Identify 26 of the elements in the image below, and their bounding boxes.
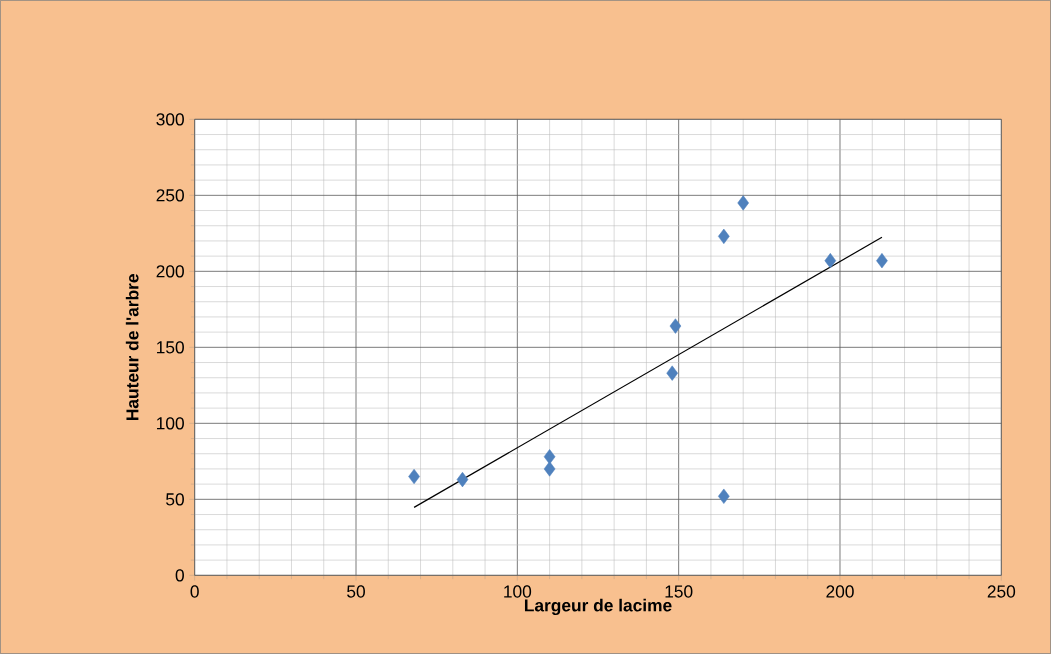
x-tick-label: 100	[504, 585, 532, 598]
x-tick-label: 50	[347, 585, 365, 598]
y-tick-label: 100	[157, 417, 184, 430]
point	[666, 365, 678, 381]
y-tick-label: 300	[156, 113, 184, 126]
y-tick-label: 200	[156, 265, 184, 278]
y-tick-label: 50	[166, 493, 184, 506]
point	[456, 471, 469, 488]
x-tick-label: 200	[826, 585, 854, 598]
point	[408, 468, 420, 485]
y-tick-label: 0	[175, 569, 184, 582]
y-tick-label: 250	[156, 189, 184, 202]
point	[718, 488, 730, 504]
point	[737, 195, 749, 211]
point	[824, 253, 837, 269]
x-tick-label: 150	[665, 585, 693, 598]
x-tick-label: 250	[987, 585, 1016, 598]
x-axis-title: Largeur de lacime	[524, 598, 672, 616]
point	[669, 318, 682, 334]
point	[718, 228, 730, 244]
x-tick-label: 0	[190, 585, 199, 598]
y-axis-title: Hauteur de l'arbre	[125, 274, 139, 420]
point	[543, 449, 556, 465]
point	[876, 253, 888, 269]
point	[543, 461, 556, 477]
y-tick-label: 150	[157, 341, 184, 354]
